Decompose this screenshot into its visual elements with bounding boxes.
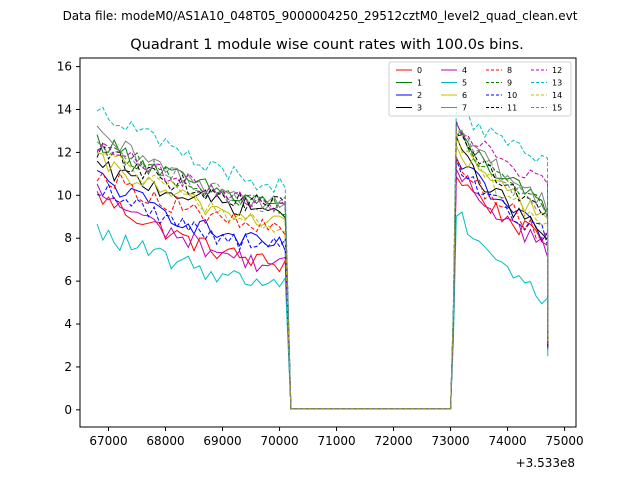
x-tick-label: 73000 [431,434,469,448]
series-line-0 [96,175,549,410]
y-tick-label: 16 [57,60,72,74]
series-line-5 [96,211,549,410]
y-tick-label: 10 [57,188,72,202]
series-line-4 [96,168,549,410]
series-line-14 [97,132,549,410]
series-line-8 [96,156,549,410]
x-axis: 67000 68000 69000 70000 71000 72000 73000 74000… [89,427,584,448]
legend-box [388,61,572,117]
plot-frame [79,57,577,428]
series-line-12 [96,121,549,410]
data-file-label: Data file: modeM0/AS1A10_048T05_90000042… [63,9,578,23]
y-tick-label: 14 [57,102,72,116]
x-tick-label: 74000 [488,434,526,448]
legend-label-7: 7 [462,104,467,113]
series-line-3 [96,136,549,410]
series-line-11 [96,134,549,410]
legend-label-15: 15 [552,104,562,113]
series-line-15 [96,129,549,410]
legend-label-2: 2 [417,91,422,100]
y-tick-label: 4 [64,317,72,331]
x-tick-label: 68000 [146,434,184,448]
series-line-9 [96,132,549,410]
legend-label-13: 13 [552,79,562,88]
x-tick-label: 72000 [374,434,412,448]
legend-label-0: 0 [417,66,422,75]
y-tick-label: 8 [64,231,72,245]
x-tick-label: 67000 [89,434,127,448]
legend-label-8: 8 [507,66,512,75]
x-tick-label: 75000 [546,434,584,448]
series-line-6 [96,145,549,410]
series-line-13 [96,104,549,410]
x-tick-label: 70000 [260,434,298,448]
y-axis: 0 2 4 6 8 10 12 14 16 [57,60,80,417]
series-line-2 [96,157,549,410]
legend-label-5: 5 [462,79,467,88]
chart-title: Quadrant 1 module wise count rates with … [130,37,524,53]
legend-label-3: 3 [417,104,422,113]
x-offset-label: +3.533e8 [516,456,575,470]
legend-label-12: 12 [552,66,562,75]
y-tick-label: 2 [64,360,72,374]
series-line-10 [97,159,549,410]
legend-label-9: 9 [507,79,512,88]
x-tick-label: 69000 [203,434,241,448]
x-tick-label: 71000 [317,434,355,448]
legend-label-1: 1 [417,79,422,88]
plot-series-group [96,104,549,410]
legend-label-11: 11 [507,104,517,113]
y-tick-label: 6 [64,274,72,288]
y-tick-label: 0 [64,403,72,417]
legend-label-4: 4 [462,66,467,75]
legend-label-10: 10 [507,91,517,100]
legend-label-6: 6 [462,91,467,100]
y-tick-label: 12 [57,145,72,159]
legend-label-14: 14 [552,91,562,100]
